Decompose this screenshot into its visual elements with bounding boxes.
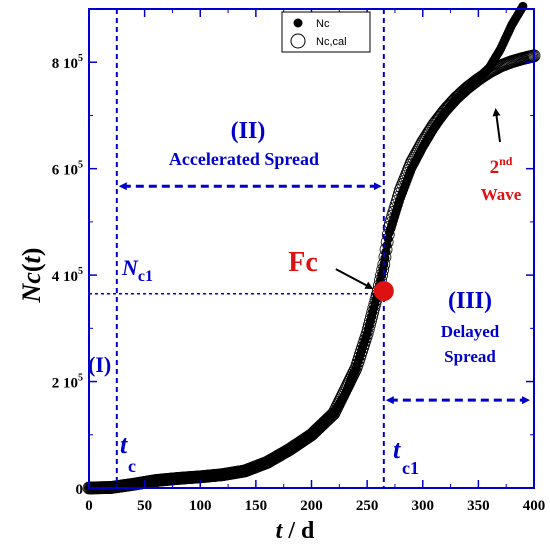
second-wave-description: Wave bbox=[481, 185, 522, 204]
nc1-label: Nc1 bbox=[121, 255, 153, 285]
region-i-label: (I) bbox=[88, 352, 111, 377]
region-ii-description: Accelerated Spread bbox=[169, 149, 319, 169]
x-tick-label: 50 bbox=[137, 498, 152, 514]
x-tick-label: 300 bbox=[412, 498, 435, 514]
y-tick-labels: 0 2 105 4 105 6 105 8 105 bbox=[52, 53, 83, 498]
x-tick-label: 200 bbox=[300, 498, 323, 514]
x-tick-label: 400 bbox=[523, 498, 546, 514]
x-tick-label: 150 bbox=[245, 498, 268, 514]
second-wave-arrow bbox=[492, 108, 501, 143]
legend-label-nc: Nc bbox=[316, 18, 330, 30]
x-tick-label: 100 bbox=[189, 498, 212, 514]
legend-marker-nccal bbox=[290, 33, 306, 49]
y-tick-label: 0 bbox=[76, 482, 84, 498]
legend: Nc Nc,cal bbox=[281, 11, 371, 53]
region-ii-label: (II) bbox=[231, 118, 266, 144]
y-tick-label: 2 105 bbox=[52, 373, 83, 392]
tc-label: t bbox=[120, 430, 128, 459]
tc-label-sub: c bbox=[128, 456, 136, 476]
region-iii-description-1: Delayed bbox=[441, 322, 500, 341]
second-wave-label: 2nd bbox=[490, 154, 513, 178]
fc-label: Fc bbox=[288, 247, 318, 278]
tc1-label: t bbox=[393, 435, 401, 464]
y-tick-label: 8 105 bbox=[52, 53, 83, 72]
region-iii-label: (III) bbox=[448, 288, 492, 314]
y-tick-label: 6 105 bbox=[52, 160, 83, 179]
legend-marker-nc bbox=[293, 18, 303, 28]
region-iii-description-2: Spread bbox=[444, 347, 496, 366]
fc-point-marker bbox=[373, 281, 394, 302]
x-tick-labels: 0 50 100 150 200 250 300 350 400 bbox=[85, 498, 545, 514]
x-tick-label: 0 bbox=[85, 498, 93, 514]
tc1-label-sub: c1 bbox=[402, 458, 419, 478]
y-axis-label: Nc(t) bbox=[17, 248, 46, 304]
x-tick-label: 250 bbox=[356, 498, 379, 514]
fc-pointer-arrow bbox=[335, 268, 374, 289]
axis-ticks bbox=[88, 9, 535, 489]
y-tick-label: 4 105 bbox=[52, 266, 83, 285]
x-tick-label: 350 bbox=[467, 498, 490, 514]
x-axis-label: t / d bbox=[276, 518, 315, 544]
legend-label-nccal: Nc,cal bbox=[316, 36, 347, 48]
